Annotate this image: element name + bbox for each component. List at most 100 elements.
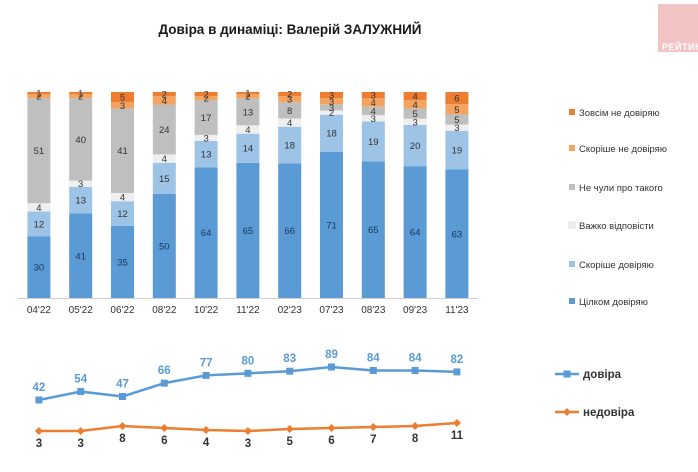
line-value-label: 66 (158, 365, 171, 377)
bar-value-label: 2 (287, 90, 292, 101)
line-marker (286, 367, 294, 375)
bar-value-label: 12 (117, 209, 128, 220)
bar-segment (69, 92, 93, 95)
line-marker (243, 427, 252, 435)
bar-segment (152, 92, 176, 97)
bar-segment (236, 92, 260, 95)
bar-value-label: 18 (326, 129, 337, 140)
bar-segment (111, 201, 134, 226)
line-value-label: 89 (325, 349, 338, 361)
legend-label: Скоріше довіряю (579, 260, 654, 271)
bar-value-label: 3 (329, 103, 334, 114)
bar-segment (69, 186, 93, 214)
line-value-label: 3 (245, 438, 251, 450)
line-legend-label: довіра (583, 369, 622, 381)
bar-segment (403, 124, 427, 167)
bar-value-label: 4 (412, 92, 417, 103)
bar-segment (194, 96, 218, 101)
bar-value-label: 8 (287, 106, 292, 117)
bar-segment (403, 92, 427, 101)
line-legend-label: недовіра (583, 407, 635, 419)
legend-label: Зовсім не довіряю (579, 108, 660, 119)
line-legend-marker (563, 370, 571, 378)
x-tick-label: 11'22 (236, 305, 260, 316)
bar-value-label: 19 (452, 146, 463, 157)
line-value-label: 8 (412, 433, 419, 445)
bar-segment (403, 108, 427, 119)
bar-value-label: 3 (412, 117, 417, 128)
bar-value-label: 3 (78, 179, 83, 190)
line-value-label: 80 (242, 355, 255, 367)
line-value-label: 84 (367, 353, 380, 365)
bar-segment (194, 92, 218, 97)
bar-value-label: 19 (368, 137, 379, 148)
bar-value-label: 4 (412, 100, 417, 111)
bar-value-label: 12 (34, 219, 45, 230)
line-value-label: 7 (370, 434, 376, 446)
rating-logo: РЕЙТИНГ (658, 4, 698, 52)
bar-value-label: 4 (371, 98, 376, 109)
bar-value-label: 65 (243, 226, 254, 237)
bar-segment (278, 163, 302, 298)
x-tick-label: 04'22 (27, 305, 52, 316)
bar-segment (27, 94, 51, 99)
chart-title: Довіра в динаміці: Валерій ЗАЛУЖНИЙ (158, 22, 422, 37)
line-value-label: 77 (200, 357, 213, 369)
bar-value-label: 65 (368, 225, 379, 236)
bar-segment (278, 96, 302, 103)
legend-swatch (568, 221, 576, 229)
line-marker (119, 392, 126, 400)
bar-segment (194, 140, 218, 168)
bar-value-label: 6 (454, 94, 459, 105)
legend-label: Важко відповісти (579, 221, 654, 232)
bar-value-label: 3 (329, 91, 334, 102)
bar-segment (111, 102, 134, 109)
line-marker (118, 422, 127, 430)
bar-segment (27, 203, 51, 212)
bar-segment (403, 100, 427, 109)
x-tick-label: 09'23 (403, 305, 428, 316)
bar-value-label: 4 (287, 118, 292, 129)
x-tick-label: 05'22 (69, 305, 94, 316)
line-marker (411, 367, 419, 375)
bar-segment (27, 98, 51, 204)
bar-value-label: 3 (454, 123, 459, 134)
bar-value-label: 2 (203, 94, 208, 105)
bar-segment (236, 125, 260, 134)
bar-segment (445, 104, 469, 115)
line-value-label: 83 (283, 353, 296, 365)
bar-segment (278, 126, 302, 164)
bar-segment (27, 92, 51, 95)
bar-value-label: 30 (34, 263, 45, 274)
bar-value-label: 4 (36, 203, 41, 214)
bar-segment (445, 92, 469, 105)
line-value-label: 42 (33, 382, 46, 394)
line-marker (369, 367, 377, 375)
legend-swatch (569, 184, 575, 190)
x-tick-label: 06'22 (110, 305, 135, 316)
bar-value-label: 2 (203, 90, 208, 101)
bar-value-label: 1 (245, 89, 250, 100)
bar-value-label: 24 (159, 125, 170, 136)
line-value-label: 84 (409, 353, 422, 365)
bar-value-label: 5 (120, 93, 125, 104)
legend-swatch (569, 145, 575, 151)
line-marker (285, 425, 294, 433)
line-value-label: 6 (161, 435, 167, 447)
bar-segment (278, 118, 302, 127)
bar-segment (111, 192, 134, 202)
bar-value-label: 4 (245, 125, 250, 136)
bar-segment (278, 102, 302, 119)
bar-segment (320, 92, 343, 99)
x-tick-label: 02'23 (278, 305, 303, 316)
line-marker (160, 379, 168, 387)
bar-value-label: 1 (78, 89, 83, 100)
bar-segment (236, 98, 260, 126)
x-tick-label: 07'23 (319, 305, 344, 316)
bar-segment (152, 96, 176, 105)
bar-segment (361, 92, 385, 99)
line-value-label: 11 (451, 430, 464, 442)
line-marker (34, 427, 43, 435)
bar-value-label: 2 (245, 92, 250, 103)
bar-value-label: 13 (201, 150, 212, 161)
